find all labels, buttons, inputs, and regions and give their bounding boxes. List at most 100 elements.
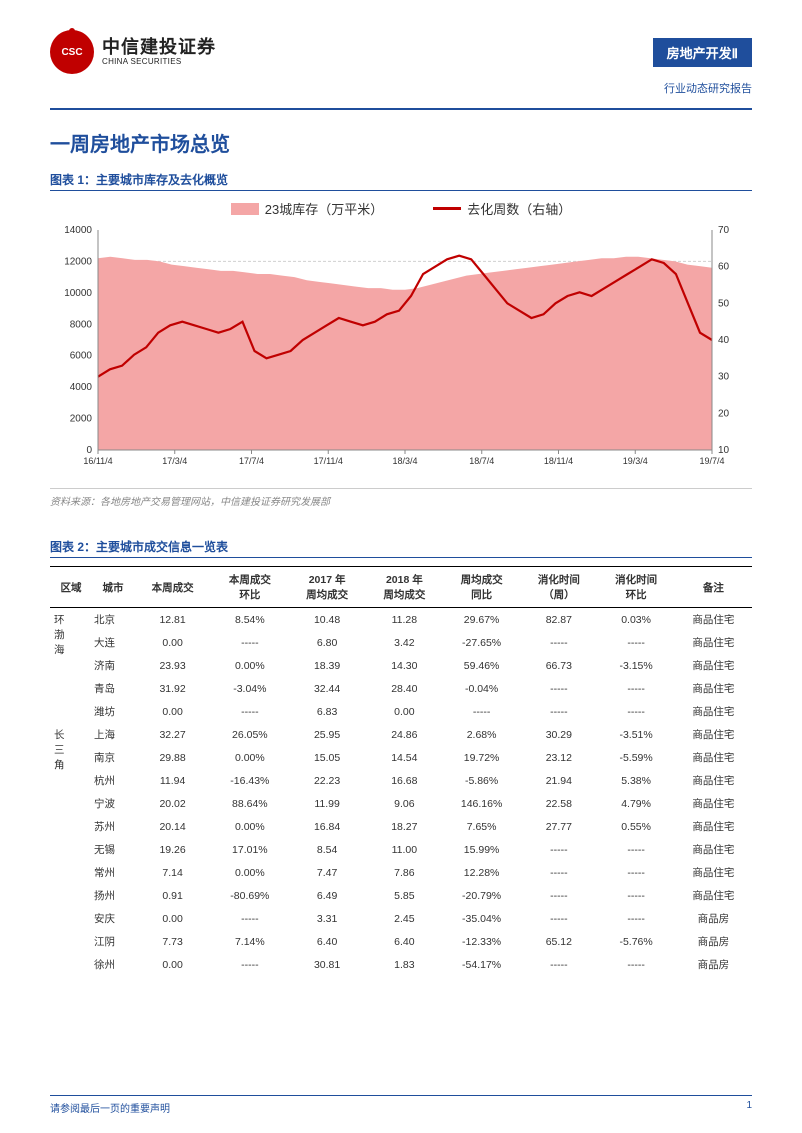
- svg-text:4000: 4000: [70, 382, 93, 393]
- table-row: 无锡19.2617.01%8.5411.0015.99%----------商品…: [50, 838, 752, 861]
- table-header: 周均成交同比: [443, 567, 520, 608]
- table-cell: 1.83: [366, 953, 443, 976]
- table-cell: 7.14: [134, 861, 211, 884]
- table-cell: 商品住宅: [675, 792, 752, 815]
- svg-text:19/7/4: 19/7/4: [699, 456, 724, 466]
- table-cell: -80.69%: [211, 884, 288, 907]
- table-cell: -----: [597, 700, 674, 723]
- svg-text:20: 20: [718, 408, 730, 419]
- table-cell: -----: [520, 838, 597, 861]
- table-cell: 25.95: [288, 723, 365, 746]
- table-row: 常州7.140.00%7.477.8612.28%----------商品住宅: [50, 861, 752, 884]
- table-cell: 32.44: [288, 677, 365, 700]
- table-cell: 29.67%: [443, 608, 520, 632]
- table-cell: -12.33%: [443, 930, 520, 953]
- table-cell: 16.68: [366, 769, 443, 792]
- table-cell: 0.00%: [211, 654, 288, 677]
- table-cell: 9.06: [366, 792, 443, 815]
- table-row: 宁波20.0288.64%11.999.06146.16%22.584.79%商…: [50, 792, 752, 815]
- table-header: 区域: [50, 567, 92, 608]
- table-cell: 12.28%: [443, 861, 520, 884]
- table-cell: 商品住宅: [675, 654, 752, 677]
- svg-text:18/3/4: 18/3/4: [392, 456, 417, 466]
- table-cell: -3.15%: [597, 654, 674, 677]
- table-cell: 7.14%: [211, 930, 288, 953]
- table-cell: 0.00: [134, 631, 211, 654]
- table-header: 城市: [92, 567, 134, 608]
- svg-text:16/11/4: 16/11/4: [83, 456, 112, 466]
- table-cell: 北京: [92, 608, 134, 632]
- legend-area-swatch: [231, 203, 259, 215]
- table-cell: 10.48: [288, 608, 365, 632]
- table-cell: 0.00: [366, 700, 443, 723]
- table-cell: 11.28: [366, 608, 443, 632]
- svg-text:0: 0: [86, 445, 92, 456]
- table-cell: 5.85: [366, 884, 443, 907]
- report-type: 行业动态研究报告: [50, 80, 752, 96]
- table-row: 济南23.930.00%18.3914.3059.46%66.73-3.15%商…: [50, 654, 752, 677]
- region-cell: 长三角: [50, 723, 92, 976]
- table-cell: 安庆: [92, 907, 134, 930]
- table-cell: 6.80: [288, 631, 365, 654]
- company-logo: CSC 中信建投证券 CHINA SECURITIES: [50, 30, 216, 74]
- header-divider: [50, 108, 752, 110]
- table-cell: 苏州: [92, 815, 134, 838]
- footer-disclaimer: 请参阅最后一页的重要声明: [50, 1100, 170, 1115]
- table-cell: 0.00%: [211, 746, 288, 769]
- table-cell: 上海: [92, 723, 134, 746]
- table-cell: -5.59%: [597, 746, 674, 769]
- table-cell: 66.73: [520, 654, 597, 677]
- report-header: CSC 中信建投证券 CHINA SECURITIES 房地产开发Ⅱ: [50, 30, 752, 74]
- table-cell: -----: [597, 861, 674, 884]
- table-cell: 29.88: [134, 746, 211, 769]
- table-header: 本周成交环比: [211, 567, 288, 608]
- svg-text:6000: 6000: [70, 351, 93, 362]
- table-cell: 商品住宅: [675, 815, 752, 838]
- svg-text:19/3/4: 19/3/4: [623, 456, 648, 466]
- table-cell: 商品住宅: [675, 608, 752, 632]
- table-cell: 扬州: [92, 884, 134, 907]
- table-cell: 6.40: [288, 930, 365, 953]
- table-cell: 6.83: [288, 700, 365, 723]
- chart2-rule: [50, 557, 752, 558]
- table-cell: 商品房: [675, 930, 752, 953]
- page-number: 1: [746, 1100, 752, 1115]
- table-header: 2017 年周均成交: [288, 567, 365, 608]
- table-cell: 无锡: [92, 838, 134, 861]
- svg-text:8000: 8000: [70, 319, 93, 330]
- table-cell: 商品住宅: [675, 884, 752, 907]
- table-cell: 3.42: [366, 631, 443, 654]
- table-row: 徐州0.00-----30.811.83-54.17%----------商品房: [50, 953, 752, 976]
- table-cell: 3.31: [288, 907, 365, 930]
- table-row: 安庆0.00-----3.312.45-35.04%----------商品房: [50, 907, 752, 930]
- table-cell: 146.16%: [443, 792, 520, 815]
- table-cell: 0.91: [134, 884, 211, 907]
- table-cell: -----: [520, 953, 597, 976]
- table-cell: -3.04%: [211, 677, 288, 700]
- table-cell: 27.77: [520, 815, 597, 838]
- company-name-en: CHINA SECURITIES: [102, 58, 216, 67]
- table-cell: 30.81: [288, 953, 365, 976]
- table-cell: 0.00%: [211, 815, 288, 838]
- table-cell: 31.92: [134, 677, 211, 700]
- table-cell: -5.86%: [443, 769, 520, 792]
- table-cell: -----: [443, 700, 520, 723]
- table-cell: 82.87: [520, 608, 597, 632]
- table-row: 南京29.880.00%15.0514.5419.72%23.12-5.59%商…: [50, 746, 752, 769]
- table-cell: 15.05: [288, 746, 365, 769]
- table-cell: 14.30: [366, 654, 443, 677]
- table-cell: 4.79%: [597, 792, 674, 815]
- svg-text:18/11/4: 18/11/4: [544, 456, 573, 466]
- table-cell: -16.43%: [211, 769, 288, 792]
- table-cell: 0.00: [134, 953, 211, 976]
- chart1-plot: 0200040006000800010000120001400010203040…: [50, 222, 752, 482]
- table-cell: 宁波: [92, 792, 134, 815]
- table-cell: -5.76%: [597, 930, 674, 953]
- table-cell: -----: [520, 907, 597, 930]
- table-cell: 19.26: [134, 838, 211, 861]
- table-cell: -----: [520, 700, 597, 723]
- table-cell: 14.54: [366, 746, 443, 769]
- table-cell: 江阴: [92, 930, 134, 953]
- table-cell: 大连: [92, 631, 134, 654]
- table-header: 2018 年周均成交: [366, 567, 443, 608]
